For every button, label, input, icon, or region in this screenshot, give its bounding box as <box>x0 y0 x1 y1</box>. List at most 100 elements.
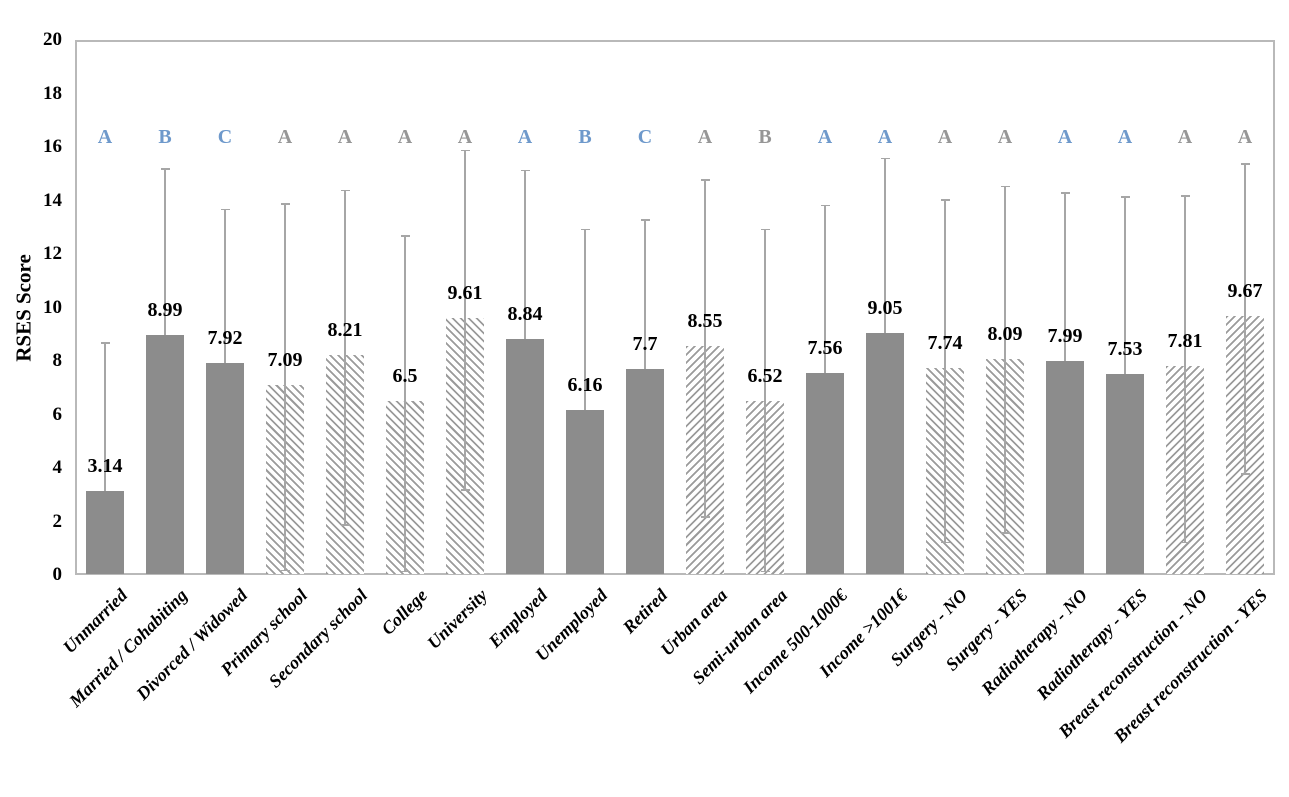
error-bar-cap <box>100 342 110 344</box>
error-bar-cap <box>820 204 830 206</box>
significance-letter: A <box>1177 126 1193 148</box>
error-bar-cap <box>1240 163 1250 165</box>
significance-letter: A <box>277 126 293 148</box>
y-tick-label: 0 <box>52 564 63 585</box>
significance-letter: A <box>997 126 1013 148</box>
error-bar-cap <box>1000 185 1010 188</box>
error-bar-upper <box>344 189 346 356</box>
significance-letter: A <box>337 126 353 148</box>
error-bar-upper <box>164 168 166 335</box>
error-bar-cap <box>1240 473 1250 475</box>
y-tick-label: 12 <box>43 243 62 264</box>
error-bar-cap <box>760 228 770 231</box>
error-bar-cap <box>280 569 290 572</box>
bar-value-label: 9.67 <box>1227 280 1263 303</box>
error-bar-upper <box>1244 163 1246 317</box>
y-tick-label: 6 <box>52 403 63 425</box>
error-bar-lower <box>1244 316 1246 474</box>
error-bar-cap <box>1180 541 1190 544</box>
significance-letter: A <box>397 126 413 148</box>
error-bar-cap <box>880 157 890 160</box>
error-bar-cap <box>340 189 350 192</box>
error-bar-upper <box>1004 185 1006 359</box>
y-tick-label: 20 <box>43 29 62 50</box>
significance-letter: A <box>1117 126 1133 148</box>
error-bar-cap <box>1120 196 1130 198</box>
bar <box>506 338 544 574</box>
bar-value-label: 7.74 <box>927 331 963 354</box>
error-bar-upper <box>764 228 766 401</box>
error-bar-upper <box>224 208 226 364</box>
significance-letter: A <box>937 126 953 148</box>
bar-value-label: 7.09 <box>267 349 303 372</box>
y-tick-label: 18 <box>43 82 62 104</box>
bar-value-label: 8.09 <box>987 322 1023 345</box>
significance-letter: A <box>97 126 113 148</box>
bar-value-label: 8.99 <box>147 298 183 321</box>
error-bar-upper <box>464 149 466 318</box>
error-bar-cap <box>1000 532 1010 534</box>
error-bar-upper <box>284 203 286 386</box>
bar-value-label: 7.81 <box>1167 330 1203 353</box>
error-bar-cap <box>340 524 350 526</box>
bar-value-label: 7.92 <box>207 327 243 350</box>
error-bar-lower <box>464 317 466 490</box>
error-bar-cap <box>400 570 410 573</box>
plot-area <box>75 40 1275 575</box>
bar-value-label: 7.56 <box>807 336 843 359</box>
error-bar-upper <box>404 235 406 402</box>
error-bar-cap <box>160 168 170 170</box>
bar <box>566 410 604 574</box>
significance-letter: A <box>457 126 473 148</box>
error-bar-cap <box>280 203 290 205</box>
significance-letter: B <box>578 126 592 148</box>
error-bar-cap <box>940 199 950 201</box>
error-bar-cap <box>700 179 710 181</box>
error-bar-upper <box>584 228 586 411</box>
error-bar-upper <box>1064 192 1066 362</box>
error-bar-cap <box>400 235 410 237</box>
bar-value-label: 7.99 <box>1047 325 1083 348</box>
bar <box>626 369 664 574</box>
error-bar-cap <box>640 219 650 221</box>
bar-value-label: 9.61 <box>447 281 483 304</box>
bar-value-label: 6.5 <box>392 365 418 388</box>
y-tick-label: 16 <box>43 136 62 157</box>
error-bar-cap <box>940 541 950 544</box>
bar-value-label: 6.52 <box>747 364 783 387</box>
y-tick-label: 2 <box>52 510 63 532</box>
significance-letter: A <box>877 126 893 148</box>
y-tick-label: 10 <box>43 296 62 318</box>
bar <box>1046 361 1084 574</box>
error-bar-upper <box>644 219 646 370</box>
error-bar-cap <box>460 489 470 491</box>
error-bar-upper <box>524 169 526 339</box>
error-bar-upper <box>104 342 106 491</box>
significance-letter: C <box>637 126 653 148</box>
error-bar-cap <box>460 149 470 152</box>
error-bar-upper <box>1124 196 1126 374</box>
significance-letter: A <box>517 126 533 148</box>
significance-letter: A <box>1057 126 1073 148</box>
error-bar-cap <box>520 169 530 172</box>
bar-value-label: 3.14 <box>87 455 123 477</box>
error-bar-upper <box>1184 195 1186 367</box>
error-bar-lower <box>704 346 706 517</box>
bar <box>866 332 904 574</box>
significance-letter: A <box>1237 126 1253 148</box>
bar <box>1106 373 1144 574</box>
error-bar-cap <box>220 208 230 211</box>
bar-value-label: 7.7 <box>632 333 658 356</box>
significance-letter: C <box>217 126 233 148</box>
y-tick-label: 14 <box>43 189 62 211</box>
significance-letter: B <box>158 126 172 148</box>
error-bar-lower <box>404 401 406 571</box>
bar-value-label: 8.55 <box>687 310 723 333</box>
bar <box>86 491 124 574</box>
error-bar-lower <box>284 385 286 570</box>
bar <box>146 334 184 574</box>
error-bar-lower <box>764 400 766 571</box>
error-bar-lower <box>1004 358 1006 533</box>
bar <box>806 372 844 574</box>
